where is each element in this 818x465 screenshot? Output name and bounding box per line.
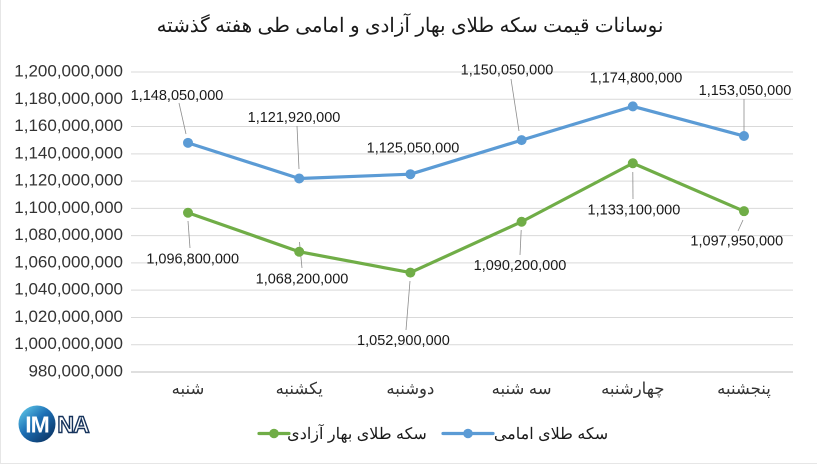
svg-text:1,096,800,000: 1,096,800,000 bbox=[146, 252, 239, 268]
svg-text:1,090,200,000: 1,090,200,000 bbox=[474, 258, 567, 274]
svg-text:1,153,050,000: 1,153,050,000 bbox=[699, 83, 792, 99]
svg-text:1,097,950,000: 1,097,950,000 bbox=[690, 234, 783, 250]
svg-text:1,120,000,000: 1,120,000,000 bbox=[14, 171, 123, 190]
svg-text:یکشنبه: یکشنبه bbox=[276, 380, 324, 398]
svg-text:1,140,000,000: 1,140,000,000 bbox=[14, 143, 123, 162]
svg-text:1,160,000,000: 1,160,000,000 bbox=[14, 116, 123, 135]
svg-text:شنبه: شنبه bbox=[172, 380, 205, 398]
svg-text:سکه طلای بهار آزادی: سکه طلای بهار آزادی bbox=[287, 423, 427, 443]
svg-text:1,052,900,000: 1,052,900,000 bbox=[357, 333, 450, 349]
svg-text:980,000,000: 980,000,000 bbox=[28, 362, 123, 381]
svg-text:1,150,050,000: 1,150,050,000 bbox=[461, 63, 554, 79]
svg-text:چهارشنبه: چهارشنبه bbox=[601, 380, 664, 399]
svg-text:1,133,100,000: 1,133,100,000 bbox=[588, 202, 681, 218]
svg-text:1,180,000,000: 1,180,000,000 bbox=[14, 89, 123, 108]
svg-text:1,100,000,000: 1,100,000,000 bbox=[14, 198, 123, 217]
svg-text:1,148,050,000: 1,148,050,000 bbox=[131, 88, 224, 104]
svg-text:1,121,920,000: 1,121,920,000 bbox=[248, 110, 341, 126]
svg-text:سه شنبه: سه شنبه bbox=[492, 380, 552, 398]
svg-text:پنجشنبه: پنجشنبه bbox=[717, 380, 771, 399]
svg-text:1,040,000,000: 1,040,000,000 bbox=[14, 280, 123, 299]
svg-text:1,068,200,000: 1,068,200,000 bbox=[256, 271, 349, 287]
svg-text:1,125,050,000: 1,125,050,000 bbox=[367, 141, 460, 157]
svg-text:1,174,800,000: 1,174,800,000 bbox=[590, 71, 683, 87]
svg-text:1,000,000,000: 1,000,000,000 bbox=[14, 334, 123, 353]
svg-text:سکه طلای امامی: سکه طلای امامی bbox=[494, 426, 608, 443]
svg-text:1,060,000,000: 1,060,000,000 bbox=[14, 252, 123, 271]
svg-text:1,020,000,000: 1,020,000,000 bbox=[14, 307, 123, 326]
svg-text:1,080,000,000: 1,080,000,000 bbox=[14, 225, 123, 244]
svg-text:NA: NA bbox=[57, 412, 89, 438]
svg-text:دوشنبه: دوشنبه bbox=[386, 380, 434, 399]
svg-text:1,200,000,000: 1,200,000,000 bbox=[14, 62, 123, 81]
svg-text:IM: IM bbox=[25, 412, 49, 438]
